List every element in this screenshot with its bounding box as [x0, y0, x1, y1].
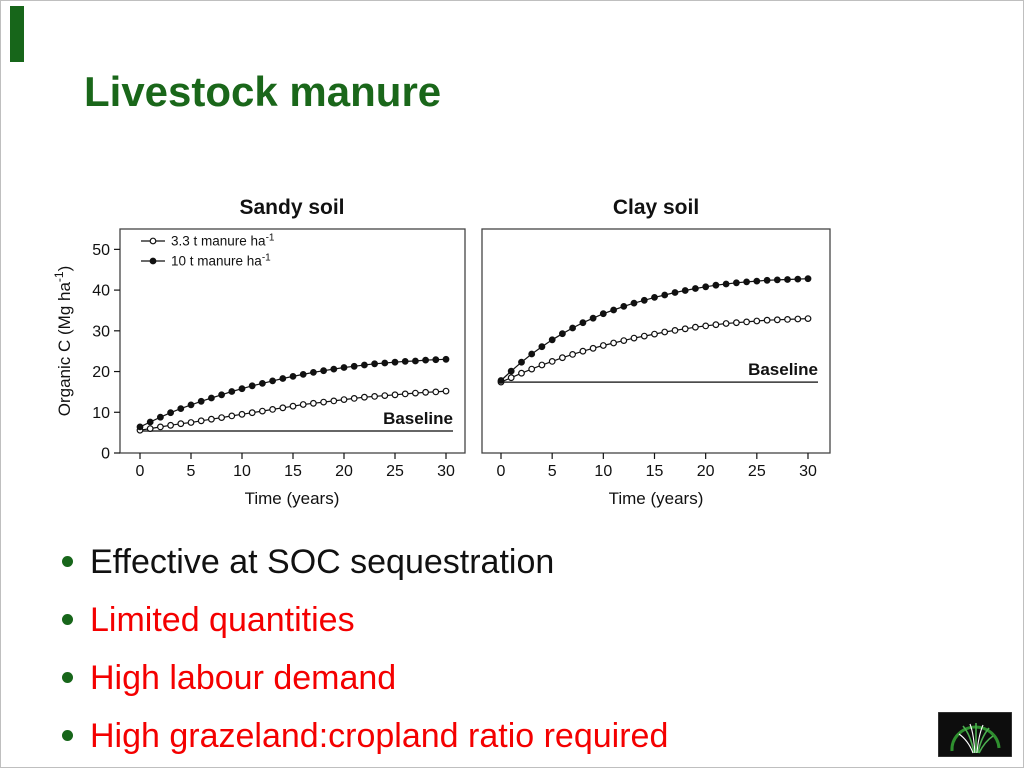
svg-text:0: 0 [136, 463, 145, 480]
clay-soil-chart: Clay soil 0 5 10 15 20 25 30 Time (years) Baselin… [481, 196, 831, 508]
page-title: Livestock manure [84, 68, 442, 115]
svg-text:Baseline: Baseline [748, 360, 818, 379]
svg-text:20: 20 [335, 463, 353, 480]
svg-text:20: 20 [92, 364, 110, 381]
svg-text:0: 0 [497, 463, 506, 480]
svg-text:30: 30 [92, 323, 110, 340]
bullet-dot-icon [62, 672, 73, 683]
bullet-text: High labour demand [90, 659, 397, 697]
svg-text:15: 15 [646, 463, 664, 480]
corner-accent-bar [10, 6, 24, 62]
svg-text:10: 10 [233, 463, 251, 480]
svg-text:5: 5 [548, 463, 557, 480]
svg-text:30: 30 [437, 463, 455, 480]
svg-text:Baseline: Baseline [383, 409, 453, 428]
svg-text:10 t manure ha-1: 10 t manure ha-1 [171, 253, 271, 269]
bullet-dot-icon [62, 730, 73, 741]
svg-text:50: 50 [92, 242, 110, 259]
sandy-soil-chart: Sandy soil 0 5 10 15 20 25 30 Time (years) 0 10 20 3… [52, 196, 466, 508]
svg-text:Time (years): Time (years) [609, 489, 704, 508]
organization-logo [938, 712, 1012, 757]
bullet-dot-icon [62, 556, 73, 567]
svg-text:20: 20 [697, 463, 715, 480]
svg-text:40: 40 [92, 283, 110, 300]
bullet-text: Effective at SOC sequestration [90, 543, 555, 581]
list-item: High grazeland:cropland ratio required [56, 716, 956, 756]
svg-text:25: 25 [748, 463, 766, 480]
list-item: Limited quantities [56, 600, 956, 640]
svg-text:5: 5 [187, 463, 196, 480]
svg-text:30: 30 [799, 463, 817, 480]
svg-text:10: 10 [594, 463, 612, 480]
list-item: Effective at SOC sequestration [56, 542, 956, 582]
svg-text:15: 15 [284, 463, 302, 480]
charts-figure: Sandy soil 0 5 10 15 20 25 30 Time (years) 0 10 20 3… [52, 196, 831, 508]
svg-text:Time (years): Time (years) [245, 489, 340, 508]
list-item: High labour demand [56, 658, 956, 698]
bullet-text: High grazeland:cropland ratio required [90, 717, 669, 755]
bullet-dot-icon [62, 614, 73, 625]
svg-text:Clay soil: Clay soil [613, 196, 699, 219]
svg-text:Organic C (Mg ha-1): Organic C (Mg ha-1) [52, 266, 74, 417]
svg-text:Sandy soil: Sandy soil [239, 196, 344, 219]
svg-text:3.3 t manure ha-1: 3.3 t manure ha-1 [171, 233, 275, 249]
bullet-text: Limited quantities [90, 601, 355, 639]
svg-text:10: 10 [92, 405, 110, 422]
svg-text:25: 25 [386, 463, 404, 480]
svg-text:0: 0 [101, 446, 110, 463]
bullet-list: Effective at SOC sequestration Limited q… [56, 542, 956, 768]
